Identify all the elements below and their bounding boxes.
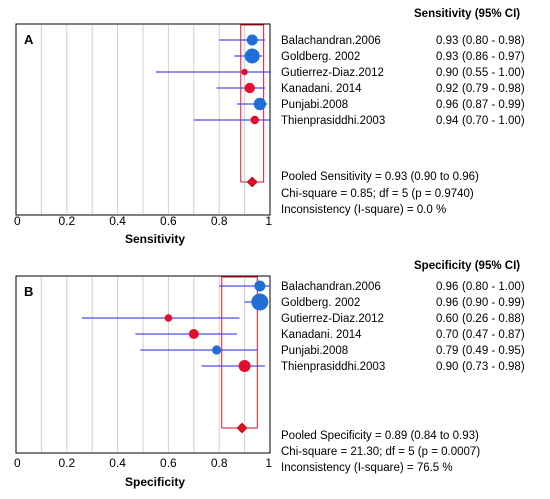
panel-a-study-ci: (0.79 - 0.98) [462,83,525,95]
panel-b-study-estimate: 0.79 [436,345,458,357]
panel-b-study-point [254,280,266,292]
panel-a-column-header: Sensitivity (95% CI) [414,8,520,20]
panel-b-study-estimate: 0.70 [436,329,458,341]
panel-b-study-estimate: 0.90 [436,361,458,373]
panel-a-summary-stat: Inconsistency (I-square) = 0.0 % [281,204,446,216]
panel-b-study-ci: (0.90 - 0.99) [462,297,525,309]
panel-a-x-tick-label: 0.4 [109,214,126,228]
panel-b-study-point [238,360,251,372]
panel-a-x-tick-label: 0.8 [211,214,228,228]
panel-b-study-ci: (0.47 - 0.87) [462,329,525,341]
panel-b-study-ci: (0.49 - 0.95) [462,345,525,357]
panel-a-x-tick-label: 0.6 [160,214,177,228]
panel-a-study-name: Kanadani. 2014 [281,83,362,95]
panel-b-study-estimate: 0.96 [436,281,458,293]
panel-a-study-point [244,82,255,94]
panel-a-study-ci: (0.70 - 1.00) [462,115,525,127]
panel-a-study-ci: (0.55 - 1.00) [462,67,525,79]
panel-a-study-estimate: 0.90 [436,67,458,79]
panel-a-study-estimate: 0.94 [436,115,459,127]
panel-a-study-point [241,68,248,76]
panel-b-study-ci: (0.80 - 1.00) [462,281,525,293]
panel-a-study-name: Punjabi.2008 [281,99,348,111]
panel-b-study-point [188,329,199,339]
panel-b-study-point [251,293,269,311]
panel-b-summary-stat: Inconsistency (I-square) = 76.5 % [281,462,453,474]
panel-b-x-tick-label: 0.2 [58,456,75,470]
panel-a-x-tick-label: 0.2 [58,214,75,228]
panel-a-study-name: Thienprasiddhi.2003 [281,115,385,127]
panel-a-study-name: Goldberg. 2002 [281,51,360,63]
panel-b-study-name: Thienprasiddhi.2003 [281,361,385,373]
panel-a-x-axis-label: Sensitivity [125,232,185,246]
panel-a-summary-stat: Pooled Sensitivity = 0.93 (0.90 to 0.96) [281,171,479,183]
panel-a-pooled-diamond [246,176,258,188]
panel-a-study-point [246,34,258,46]
panel-a-study-estimate: 0.96 [436,99,458,111]
panel-b-study-name: Balachandran.2006 [281,281,381,293]
panel-a-study-estimate: 0.93 [436,35,458,47]
panel-b-column-header: Specificity (95% CI) [414,260,520,272]
panel-b-x-tick-label: 0.4 [109,456,126,470]
panel-a-label: A [24,32,34,47]
panel-b-study-name: Punjabi.2008 [281,345,348,357]
panel-a-study-estimate: 0.93 [436,51,458,63]
panel-a-x-tick-label: 0 [14,214,21,228]
panel-b-pooled-diamond [236,422,248,434]
panel-a-summary-stat: Chi-square = 0.85; df = 5 (p = 0.9740) [281,188,474,200]
panel-b-study-point [164,314,173,322]
panel-b-x-tick-label: 0 [14,456,21,470]
panel-b-summary-stat: Chi-square = 21.30; df = 5 (p = 0.0007) [281,446,480,458]
panel-a-study-point [244,48,260,64]
panel-b-x-tick-label: 1 [265,456,272,470]
panel-b-x-axis-label: Specificity [125,475,185,489]
panel-a-study-point [250,115,259,125]
panel-b-x-tick-label: 0.6 [160,456,177,470]
panel-a-study-name: Balachandran.2006 [281,35,381,47]
panel-b-study-name: Goldberg. 2002 [281,297,360,309]
panel-a-study-ci: (0.87 - 0.99) [462,99,525,111]
panel-a-study-ci: (0.86 - 0.97) [462,51,525,63]
panel-b-study-point [212,345,222,355]
panel-b-study-name: Gutierrez-Diaz.2012 [281,313,384,325]
panel-a-study-estimate: 0.92 [436,83,458,95]
panel-b-study-estimate: 0.60 [436,313,458,325]
panel-a-study-name: Gutierrez-Diaz.2012 [281,67,384,79]
panel-b-study-ci: (0.26 - 0.88) [462,313,525,325]
panel-a-study-ci: (0.80 - 0.98) [462,35,525,47]
panel-a-study-point [253,97,267,111]
panel-b-x-tick-label: 0.8 [211,456,228,470]
panel-b-label: B [24,284,33,299]
panel-a-x-tick-label: 1 [265,214,272,228]
panel-b-summary-stat: Pooled Specificity = 0.89 (0.84 to 0.93) [281,430,479,442]
panel-b-study-estimate: 0.96 [436,297,458,309]
panel-b-study-name: Kanadani. 2014 [281,329,362,341]
panel-b-study-ci: (0.73 - 0.98) [462,361,525,373]
